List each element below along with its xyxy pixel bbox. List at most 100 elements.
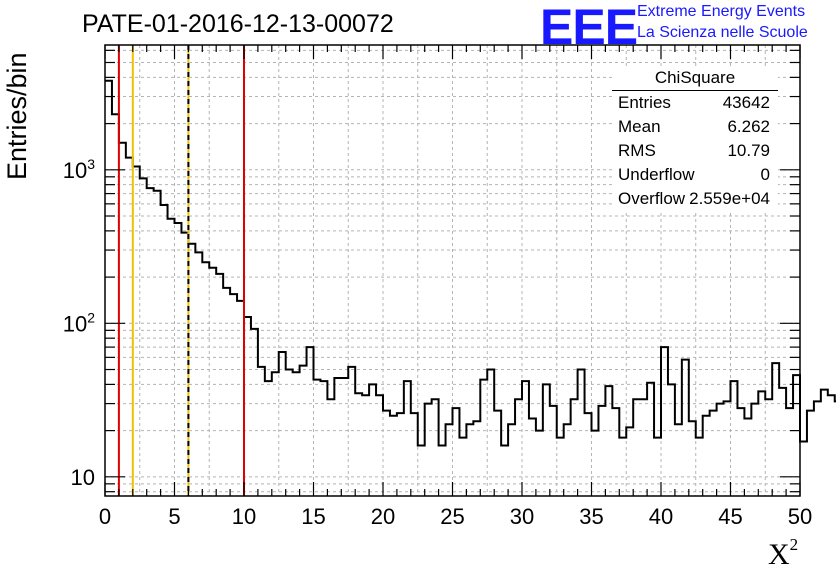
- histogram-bin: [814, 401, 821, 496]
- histogram-bin: [592, 431, 599, 496]
- x-tick-label: 15: [301, 504, 325, 529]
- x-axis-label-base: X: [768, 538, 790, 571]
- histogram-bin: [828, 395, 835, 496]
- histogram-bin: [397, 413, 404, 496]
- tick-labels: 0 5 10 15 20 25 30 35 40 45 50 10 102 103: [63, 156, 813, 529]
- logo-line-1: Extreme Energy Events: [637, 3, 806, 20]
- histogram-bin: [154, 191, 161, 496]
- histogram-bin: [272, 372, 279, 496]
- histogram-bin: [133, 167, 140, 496]
- x-tick-label: 45: [718, 504, 742, 529]
- histogram-bin: [439, 445, 446, 496]
- histogram-bin: [536, 431, 543, 496]
- x-tick-label: 10: [232, 504, 256, 529]
- histogram-bin: [300, 366, 307, 496]
- histogram-bin: [515, 399, 522, 496]
- histogram-bin: [605, 386, 612, 496]
- histogram-bin: [168, 219, 175, 496]
- histogram-bin: [807, 411, 814, 496]
- histogram-bin: [494, 411, 501, 496]
- y-tick-label: 103: [63, 156, 95, 183]
- y-tick-label: 102: [63, 309, 95, 336]
- stats-title: ChiSquare: [612, 66, 778, 91]
- histogram-bin: [786, 408, 793, 496]
- histogram-bin: [480, 380, 487, 496]
- histogram-bin: [105, 81, 112, 496]
- histogram-bin: [258, 367, 265, 496]
- histogram-bin: [724, 401, 731, 496]
- grid-lines: [105, 45, 800, 496]
- histogram-bin: [487, 370, 494, 496]
- histogram-bin: [758, 391, 765, 496]
- histogram-bin: [432, 399, 439, 496]
- histogram-bin: [459, 438, 466, 496]
- histogram-bin: [418, 445, 425, 496]
- histogram-bin: [550, 406, 557, 496]
- histogram-bin: [251, 329, 258, 496]
- histogram-bin: [126, 158, 133, 496]
- x-axis-label-sup: 2: [789, 535, 799, 554]
- histogram-bin: [446, 424, 453, 496]
- histogram-bin: [640, 399, 647, 496]
- histogram-bin: [626, 427, 633, 496]
- histogram-bin: [181, 233, 188, 496]
- histogram-bin: [710, 411, 717, 496]
- stats-value: 10.79: [727, 141, 770, 160]
- histogram-bin: [341, 378, 348, 496]
- histogram-bin: [188, 244, 195, 496]
- histogram-bin: [390, 416, 397, 496]
- x-tick-label: 35: [579, 504, 603, 529]
- histogram-bin: [654, 438, 661, 496]
- histogram-bin: [821, 390, 828, 496]
- axis-ticks: [104, 45, 801, 496]
- histogram-bin: [320, 381, 327, 496]
- stats-value: 43642: [722, 93, 770, 112]
- histogram-bin: [327, 399, 334, 496]
- stats-label: Overflow: [618, 189, 686, 208]
- histogram-bin: [244, 317, 251, 496]
- histogram-bin: [772, 363, 779, 496]
- histogram-bin: [578, 370, 585, 496]
- histogram-bin: [703, 416, 710, 496]
- stats-value: 2.559e+04: [689, 189, 770, 208]
- stats-label: Underflow: [618, 165, 695, 184]
- histogram-bin: [334, 378, 341, 496]
- histogram-bin: [404, 381, 411, 496]
- histogram-bin: [731, 381, 738, 496]
- y-tick-label: 10: [71, 465, 95, 490]
- histogram-bin: [668, 384, 675, 496]
- histogram-bin: [140, 178, 147, 496]
- threshold-lines: [117, 45, 245, 496]
- x-axis-label: X2: [768, 535, 798, 572]
- stats-value: 6.262: [727, 117, 770, 136]
- histogram-bin: [383, 411, 390, 496]
- x-tick-label: 50: [788, 504, 812, 529]
- x-tick-label: 20: [371, 504, 395, 529]
- stats-label: RMS: [618, 141, 656, 160]
- histogram-bin: [689, 421, 696, 496]
- histogram-bin: [661, 347, 668, 496]
- histogram-bin: [696, 438, 703, 496]
- histogram-bin: [529, 418, 536, 496]
- histogram-bin: [633, 399, 640, 496]
- histogram-bin: [355, 393, 362, 496]
- histogram-bin: [223, 288, 230, 496]
- histogram-bin: [619, 438, 626, 496]
- histogram-bin: [585, 413, 592, 496]
- histogram-bin: [314, 380, 321, 496]
- histogram-bin: [265, 381, 272, 496]
- histogram-bin: [647, 383, 654, 496]
- histogram-bin: [161, 205, 168, 496]
- histogram-bin: [209, 268, 216, 496]
- histogram-bin: [362, 395, 369, 496]
- histogram-bin: [119, 143, 126, 496]
- x-tick-label: 40: [649, 504, 673, 529]
- histogram-bin: [682, 360, 689, 496]
- stats-label: Entries: [618, 93, 671, 112]
- histogram-bin: [425, 404, 432, 496]
- stats-row-entries: Entries 43642: [612, 91, 778, 115]
- logo-line-2: La Scienza nelle Scuole: [637, 24, 808, 41]
- histogram-bin: [293, 372, 300, 496]
- histogram-bin: [307, 347, 314, 496]
